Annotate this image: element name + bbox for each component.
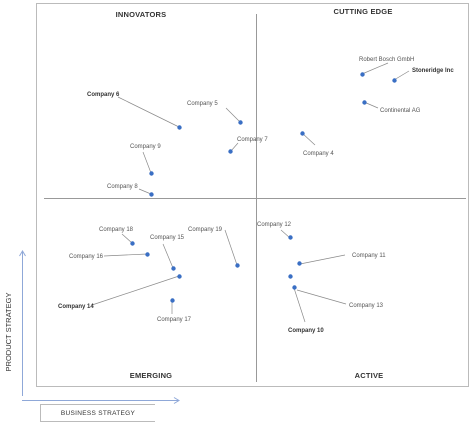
company-dot bbox=[360, 72, 365, 77]
company-label: Company 11 bbox=[352, 253, 386, 259]
company-label: Company 8 bbox=[107, 184, 138, 190]
company-dot bbox=[171, 266, 176, 271]
company-label: Company 15 bbox=[150, 235, 185, 241]
quadrant-innovators-label: INNOVATORS bbox=[116, 10, 167, 19]
quadrant-emerging-label: EMERGING bbox=[130, 371, 172, 380]
leader-line bbox=[299, 254, 346, 265]
company-dot bbox=[170, 298, 175, 303]
company-dot bbox=[177, 125, 182, 130]
company-6: Company 6 bbox=[87, 92, 182, 130]
company-continental: Continental AG bbox=[362, 100, 421, 114]
leader-line bbox=[142, 151, 152, 174]
company-15: Company 15 bbox=[150, 235, 185, 271]
company-label: Company 9 bbox=[130, 144, 161, 150]
company-dot bbox=[145, 252, 150, 257]
company-stoneridge: Stoneridge Inc bbox=[392, 68, 454, 83]
company-dot bbox=[177, 274, 182, 279]
company-label: Company 10 bbox=[288, 328, 324, 334]
company-dot bbox=[149, 171, 154, 176]
company-dot bbox=[292, 285, 297, 290]
leader-line bbox=[121, 233, 133, 244]
company-label: Stoneridge Inc bbox=[412, 68, 454, 74]
leader-line bbox=[296, 289, 347, 305]
y-axis-label: PRODUCT STRATEGY bbox=[4, 293, 13, 372]
company-label: Company 5 bbox=[187, 101, 218, 107]
company-label: Company 17 bbox=[157, 317, 192, 323]
leader-line bbox=[224, 229, 238, 266]
leader-line bbox=[293, 287, 306, 323]
company-dot bbox=[392, 78, 397, 83]
matrix-frame bbox=[36, 3, 469, 387]
quadrant-cutting-edge-label: CUTTING EDGE bbox=[333, 7, 392, 16]
company-dot bbox=[297, 261, 302, 266]
x-axis-arrowhead bbox=[173, 397, 180, 404]
company-label: Robert Bosch GmbH bbox=[359, 57, 414, 63]
leader-line bbox=[225, 107, 241, 123]
company-dot bbox=[235, 263, 240, 268]
y-axis-arrowhead bbox=[19, 250, 26, 257]
company-dot bbox=[238, 120, 243, 125]
company-label: Company 6 bbox=[87, 92, 120, 98]
company-19: Company 19 bbox=[188, 227, 240, 268]
leader-line bbox=[361, 62, 389, 75]
leader-line bbox=[301, 132, 316, 146]
company-label: Company 4 bbox=[303, 151, 334, 157]
company-dot bbox=[288, 274, 293, 279]
leader-line bbox=[162, 243, 174, 269]
company-label: Company 18 bbox=[99, 227, 134, 233]
company-label: Company 12 bbox=[257, 222, 292, 228]
company-dot bbox=[130, 241, 135, 246]
company-dot bbox=[300, 131, 305, 136]
company-16: Company 16 bbox=[69, 252, 150, 260]
company-label: Company 16 bbox=[69, 254, 104, 260]
company-dot bbox=[288, 235, 293, 240]
company-13: Company 13 bbox=[288, 274, 384, 309]
company-5: Company 5 bbox=[187, 101, 243, 125]
company-9: Company 9 bbox=[130, 144, 161, 176]
leader-line bbox=[117, 96, 180, 128]
leader-line bbox=[91, 275, 180, 306]
company-14: Company 14 bbox=[58, 274, 182, 310]
company-12: Company 12 bbox=[257, 222, 293, 240]
company-17: Company 17 bbox=[157, 298, 192, 323]
company-label: Company 13 bbox=[349, 303, 384, 309]
leader-line bbox=[138, 188, 152, 195]
quadrant-active-label: ACTIVE bbox=[355, 371, 384, 380]
leader-line bbox=[230, 142, 239, 152]
x-axis-label: BUSINESS STRATEGY bbox=[40, 404, 155, 422]
company-label: Company 14 bbox=[58, 304, 94, 310]
leader-line bbox=[103, 253, 148, 257]
company-18: Company 18 bbox=[99, 227, 135, 246]
company-dot bbox=[228, 149, 233, 154]
company-robert-bosch: Robert Bosch GmbH bbox=[359, 57, 414, 77]
company-4: Company 4 bbox=[300, 131, 334, 157]
company-11: Company 11 bbox=[297, 253, 386, 266]
company-10: Company 10 bbox=[288, 285, 324, 334]
company-7: Company 7 bbox=[228, 137, 268, 154]
company-label: Company 19 bbox=[188, 227, 223, 233]
company-dot bbox=[149, 192, 154, 197]
leader-line bbox=[393, 70, 410, 81]
company-label: Continental AG bbox=[380, 108, 421, 114]
company-8: Company 8 bbox=[107, 184, 154, 197]
company-label: Company 7 bbox=[237, 137, 268, 143]
company-dot bbox=[362, 100, 367, 105]
